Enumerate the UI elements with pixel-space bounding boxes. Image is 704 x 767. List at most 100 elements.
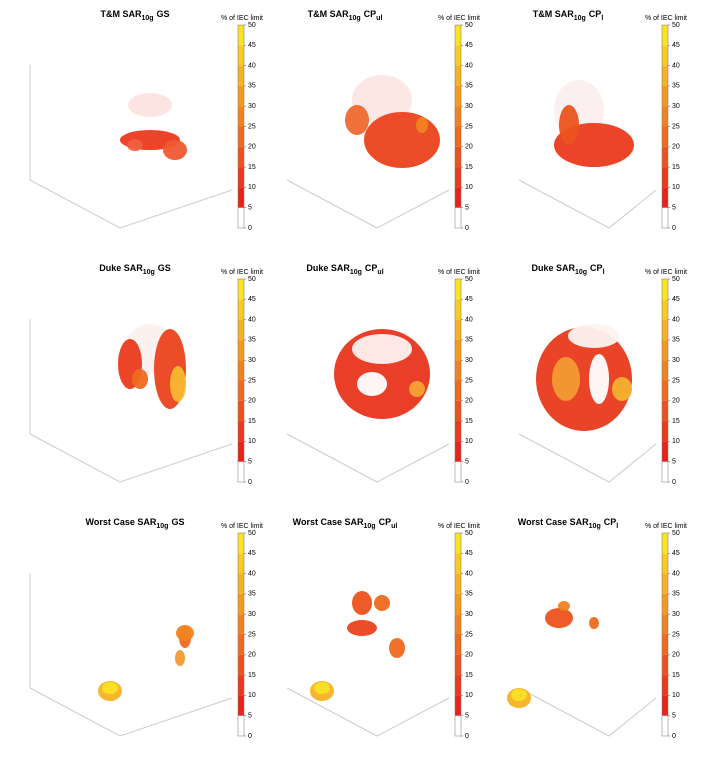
panel: T&M SAR10g GS % of IEC limit 0 5 10 15 20 25 30 35… (29, 9, 263, 232)
colorbar-segment (238, 167, 244, 188)
colorbar-tick-label: 45 (465, 42, 473, 49)
sar-region (163, 140, 187, 160)
colorbar-tick-label: 45 (248, 550, 256, 557)
colorbar-segment (662, 400, 668, 422)
title-subscript: 10g (574, 15, 586, 22)
colorbar-segment (455, 715, 461, 736)
axis-edge (518, 687, 657, 737)
colorbar-tick-label: 5 (465, 713, 469, 720)
colorbar-segment (662, 593, 668, 615)
colorbar-tick-label: 45 (672, 296, 680, 303)
colorbar-segment (662, 126, 668, 147)
colorbar-segment (455, 654, 461, 676)
colorbar-tick-label: 25 (248, 123, 256, 130)
colorbar-label: % of IEC limit (438, 15, 480, 22)
colorbar-tick-label: 10 (248, 184, 256, 191)
sar-region (558, 601, 570, 611)
colorbar-segment (662, 65, 668, 86)
panel: Duke SAR10g CPl % of IEC limit 0 5 10 15 20 25 30… (518, 263, 687, 486)
colorbar-tick-label: 20 (248, 144, 256, 151)
sar-region (175, 650, 185, 666)
colorbar-segment (455, 45, 461, 66)
colorbar-tick-label: 0 (248, 225, 252, 232)
colorbar-tick-label: 10 (672, 438, 680, 445)
colorbar-segment (662, 299, 668, 320)
panel: Duke SAR10g CPul % of IEC limit 0 5 10 15 20 25 3… (286, 263, 480, 486)
colorbar-segment (455, 675, 461, 696)
colorbar-segment (238, 279, 244, 300)
title-prefix: Worst Case SAR (518, 517, 589, 527)
colorbar-segment (238, 207, 244, 228)
colorbar-segment (238, 25, 244, 46)
title-suffix: CP (590, 263, 603, 273)
panel: Duke SAR10g GS % of IEC limit 0 5 10 15 20 25 30 3… (29, 263, 263, 486)
sar-region (559, 105, 579, 145)
colorbar-segment (662, 207, 668, 228)
colorbar-segment (238, 339, 244, 361)
colorbar-tick-label: 0 (465, 479, 469, 486)
colorbar-segment (238, 461, 244, 482)
axis-edge (29, 179, 233, 229)
title-prefix: Worst Case SAR (293, 517, 364, 527)
colorbar-label: % of IEC limit (645, 269, 687, 276)
colorbar-tick-label: 25 (465, 123, 473, 130)
colorbar-tick-label: 5 (248, 713, 252, 720)
colorbar-tick-label: 50 (672, 276, 680, 283)
axis-edge (286, 687, 450, 737)
colorbar-segment (662, 339, 668, 361)
title-suffix: CP (379, 517, 392, 527)
sar-region (374, 595, 390, 611)
sar-region (545, 608, 573, 628)
axis-edge (518, 433, 657, 483)
colorbar-segment (238, 675, 244, 696)
colorbar-tick-label: 50 (248, 530, 256, 537)
colorbar-segment (455, 380, 461, 401)
colorbar-segment (455, 634, 461, 655)
colorbar-tick-label: 30 (672, 357, 680, 364)
colorbar-tick-label: 35 (248, 591, 256, 598)
title-suffix-subscript: ul (377, 269, 383, 276)
colorbar-tick-label: 15 (465, 418, 473, 425)
colorbar-segment (662, 45, 668, 66)
sar-region (416, 117, 428, 133)
title-prefix: Duke SAR (99, 263, 143, 273)
title-prefix: Duke SAR (306, 263, 350, 273)
axis-edge (286, 179, 450, 229)
colorbar-segment (662, 675, 668, 696)
colorbar-tick-label: 25 (248, 377, 256, 384)
title-suffix: GS (171, 517, 184, 527)
colorbar-tick-label: 20 (672, 398, 680, 405)
sar-region (352, 591, 372, 615)
panel-title: Worst Case SAR10g CPul (293, 517, 398, 529)
sar-region (132, 369, 148, 389)
colorbar-tick-label: 20 (465, 652, 473, 659)
panel-title: Duke SAR10g GS (99, 263, 171, 275)
colorbar-tick-label: 45 (465, 550, 473, 557)
colorbar-tick-label: 25 (465, 377, 473, 384)
panel-title: Worst Case SAR10g CPl (518, 517, 618, 529)
colorbar-tick-label: 35 (248, 337, 256, 344)
colorbar-segment (662, 360, 668, 381)
title-suffix-subscript: l (601, 15, 603, 22)
colorbar-segment (455, 207, 461, 228)
colorbar-segment (662, 573, 668, 594)
colorbar-segment (238, 553, 244, 574)
colorbar-tick-label: 40 (672, 62, 680, 69)
axis-edge (29, 433, 233, 483)
colorbar-label: % of IEC limit (645, 15, 687, 22)
colorbar-tick-label: 50 (248, 276, 256, 283)
sar-region (127, 139, 143, 151)
sar-region (347, 620, 377, 636)
colorbar-segment (662, 695, 668, 716)
sar-region (102, 682, 118, 694)
colorbar-segment (455, 187, 461, 208)
colorbar-segment (455, 360, 461, 381)
colorbar-segment (238, 573, 244, 594)
title-subscript: 10g (156, 523, 168, 530)
colorbar-segment (662, 553, 668, 574)
colorbar-segment (238, 715, 244, 736)
panel: Worst Case SAR10g CPul % of IEC limit 0 5 10 1… (286, 517, 480, 740)
sar-region (589, 354, 609, 404)
colorbar-label: % of IEC limit (438, 523, 480, 530)
